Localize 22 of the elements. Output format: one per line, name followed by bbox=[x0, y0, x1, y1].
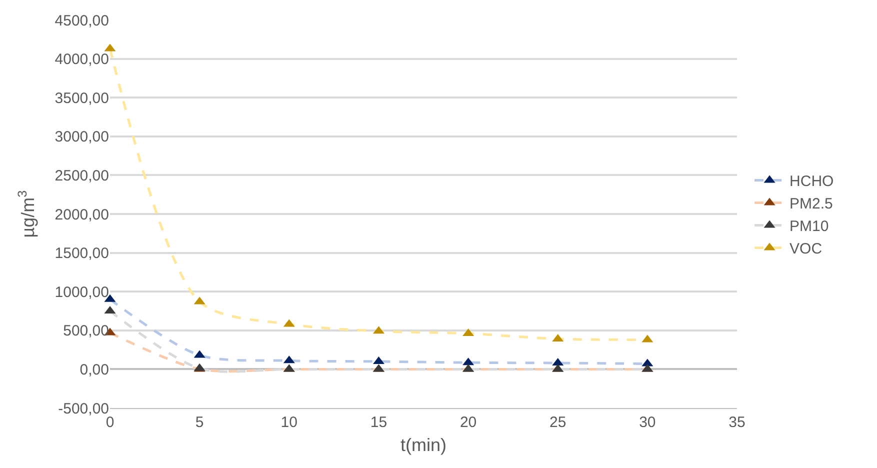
x-tick-label: 35 bbox=[728, 414, 746, 431]
x-tick-label: 20 bbox=[460, 414, 477, 431]
legend-label: PM2.5 bbox=[790, 196, 833, 213]
legend-label: VOC bbox=[790, 240, 822, 258]
x-tick-label: 5 bbox=[195, 414, 204, 431]
y-tick-label: 3000,00 bbox=[54, 128, 109, 146]
y-tick-label: 2500,00 bbox=[54, 167, 109, 184]
x-axis-title: t(min) bbox=[400, 435, 446, 456]
y-tick-label: 4000,00 bbox=[54, 51, 109, 68]
y-tick-label: 0,00 bbox=[80, 361, 109, 378]
y-tick-label: 4500,00 bbox=[54, 12, 109, 30]
y-tick-label: 1000,00 bbox=[54, 284, 109, 301]
y-tick-label: 3500,00 bbox=[54, 90, 109, 107]
y-tick-label: 1500,00 bbox=[54, 245, 109, 262]
y-tick-label: 500,00 bbox=[63, 322, 109, 340]
y-tick-label: 2000,00 bbox=[54, 206, 109, 224]
legend-label: PM10 bbox=[790, 218, 829, 236]
x-tick-label: 25 bbox=[550, 414, 566, 431]
x-tick-label: 30 bbox=[639, 414, 656, 431]
legend-label: HCHO bbox=[790, 173, 834, 190]
x-tick-label: 10 bbox=[280, 414, 298, 431]
x-tick-label: 15 bbox=[370, 414, 388, 431]
